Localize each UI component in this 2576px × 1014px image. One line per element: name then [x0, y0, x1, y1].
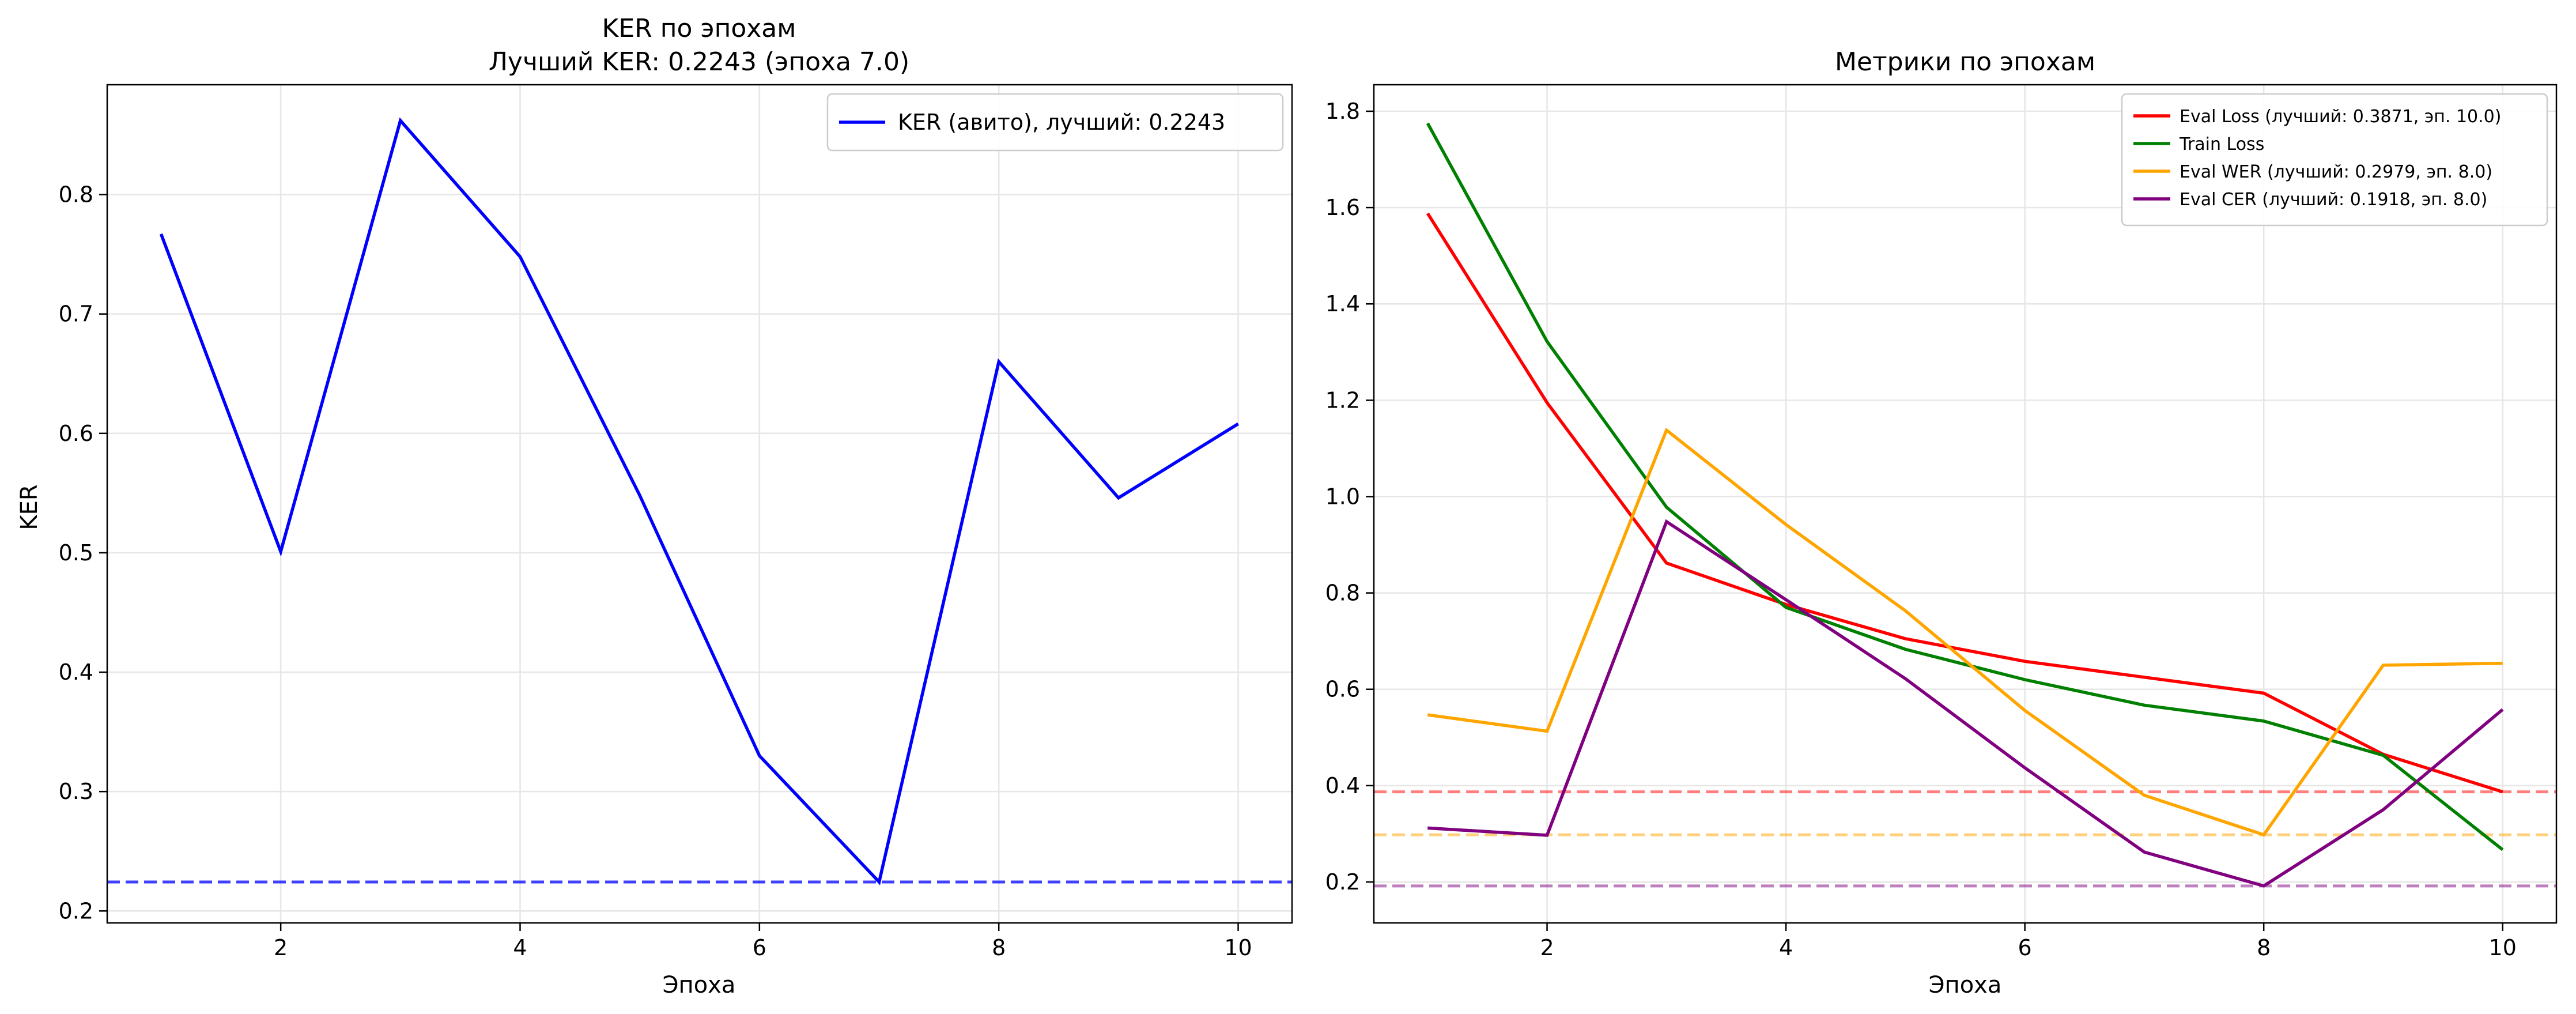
- legend-box: [826, 93, 1284, 152]
- y-tick-label: 0.3: [59, 779, 93, 804]
- legend-label: Eval WER (лучший: 0.2979, эп. 8.0): [2180, 162, 2492, 182]
- legend-box: [2121, 93, 2548, 227]
- x-tick-label: 2: [1540, 935, 1554, 960]
- series-line-1: [1426, 212, 2503, 794]
- chart-1-ylabel: KER: [16, 484, 43, 530]
- chart-1-subtitle: Лучший KER: 0.2243 (эпоха 7.0): [489, 47, 909, 77]
- x-tick-label: 4: [513, 935, 527, 960]
- chart-1: 2 4 6 8 10 0.2 0.3 0.4 0.5 0.6 0.7 0.8 KER (авито), …: [59, 84, 1293, 960]
- y-tick-label: 0.2: [59, 898, 93, 923]
- y-tick-label: 0.8: [1325, 580, 1360, 606]
- y-tick-label: 1.4: [1325, 291, 1360, 316]
- series-line-1: [159, 117, 1239, 885]
- y-tick-label: 1.8: [1325, 99, 1360, 124]
- series-line-3: [1427, 427, 2503, 837]
- legend-label: Eval CER (лучший: 0.1918, эп. 8.0): [2180, 190, 2487, 210]
- x-tick-label: 10: [1224, 935, 1252, 960]
- y-tick-label: 0.8: [59, 182, 93, 208]
- chart-2-xlabel: Эпоха: [1929, 972, 2002, 998]
- legend: Eval Loss (лучший: 0.3871, эп. 10.0) Trai…: [2121, 93, 2548, 227]
- legend-label: KER (авито), лучший: 0.2243: [898, 110, 1225, 135]
- y-tick-label: 0.4: [1325, 773, 1360, 798]
- y-tick-label: 0.5: [59, 540, 93, 566]
- x-tick-label: 8: [992, 935, 1006, 960]
- legend-label: Train Loss: [2179, 134, 2264, 154]
- y-tick-label: 1.6: [1325, 195, 1360, 220]
- y-tick-label: 0.7: [59, 301, 93, 327]
- y-tick-label: 0.2: [1325, 869, 1360, 895]
- plot-frame: [1373, 84, 2558, 924]
- chart-1-xlabel: Эпоха: [663, 972, 736, 998]
- y-tick-label: 1.2: [1325, 387, 1360, 413]
- plot-frame: [106, 84, 1293, 924]
- x-tick-label: 6: [753, 935, 766, 960]
- chart-2-title: Метрики по эпохам: [1835, 47, 2095, 77]
- x-tick-label: 10: [2489, 935, 2517, 960]
- y-tick-label: 0.6: [1325, 677, 1360, 702]
- y-tick-label: 0.4: [59, 659, 93, 685]
- series-line-2: [1426, 122, 2504, 851]
- series-line-4: [1427, 519, 2504, 888]
- x-tick-label: 8: [2257, 935, 2271, 960]
- y-tick-label: 0.6: [59, 421, 93, 446]
- x-tick-label: 4: [1779, 935, 1793, 960]
- x-tick-label: 2: [274, 935, 288, 960]
- legend: KER (авито), лучший: 0.2243: [826, 93, 1284, 152]
- chart-1-title: KER по эпохам: [602, 14, 796, 43]
- chart-2: 2 4 6 8 10 0.2 0.4 0.6 0.8 1.0 1.2 1.4 1.6 1.8 Eval Lo…: [1325, 84, 2558, 960]
- x-tick-label: 6: [2018, 935, 2032, 960]
- legend-label: Eval Loss (лучший: 0.3871, эп. 10.0): [2180, 107, 2501, 127]
- y-tick-label: 1.0: [1325, 484, 1360, 509]
